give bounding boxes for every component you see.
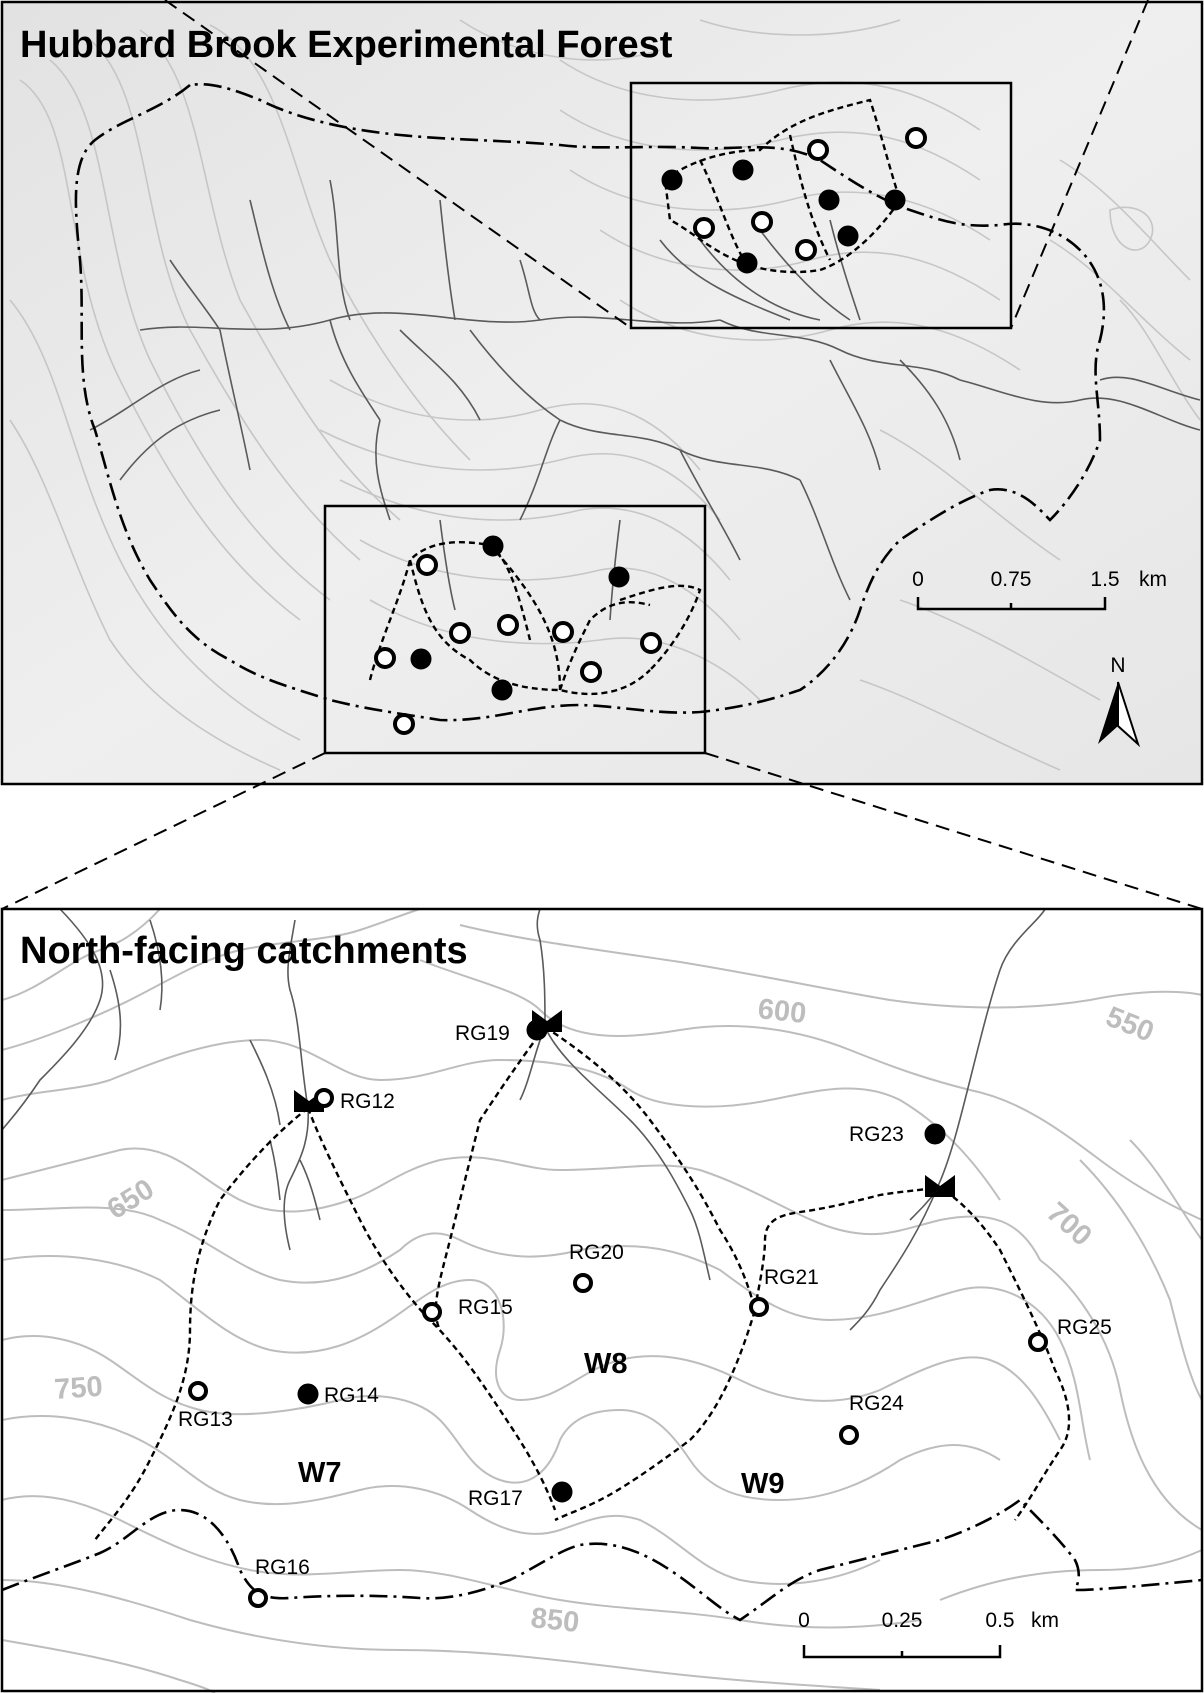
- overview-gauge-filled: [608, 566, 630, 588]
- detail-forest-boundary: [1, 1498, 1203, 1622]
- overview-gauge-filled: [818, 189, 840, 211]
- overview-scale-bar: 0 0.75 1.5 km: [912, 568, 1167, 611]
- rain-gauge-label-rg13: RG13: [178, 1408, 233, 1431]
- detail-streams: [1, 908, 1046, 1331]
- rain-gauge-label-rg12: RG12: [340, 1090, 395, 1113]
- watershed-labels: W7 W8 W9: [298, 1348, 785, 1500]
- overview-gauge-filled: [482, 535, 504, 557]
- overview-map-title: Hubbard Brook Experimental Forest: [20, 24, 673, 66]
- rain-gauge-rg21: [749, 1297, 769, 1317]
- overview-scale-tick-1: 0.75: [991, 568, 1032, 591]
- rain-gauge-rg25: [1028, 1332, 1048, 1352]
- rain-gauge-label-rg15: RG15: [458, 1296, 513, 1319]
- rain-gauge-label-rg20: RG20: [569, 1241, 624, 1264]
- rain-gauge-rg23: [924, 1123, 946, 1145]
- catchment-outline-w8: [434, 1025, 757, 1522]
- rain-gauge-label-rg24: RG24: [849, 1392, 904, 1415]
- overview-streams: [89, 179, 1201, 621]
- rain-gauge-rg17: [551, 1481, 573, 1503]
- overview-gauge-open: [449, 622, 471, 644]
- overview-map: 0 0.75 1.5 km N Hubbard Brook Experiment…: [0, 0, 1204, 786]
- detail-map: RG12 RG13 RG14 RG15 RG16 RG17 RG19 RG20 …: [0, 907, 1204, 1693]
- watershed-label-w9: W9: [741, 1468, 785, 1500]
- detail-contours: [1, 908, 1203, 1693]
- rain-gauge-label-rg19: RG19: [455, 1022, 510, 1045]
- north-arrow: N: [1098, 654, 1141, 748]
- overview-forest-boundary: [74, 83, 1106, 722]
- south-catchments-extent-box: [323, 504, 707, 755]
- overview-gauge-open: [795, 239, 817, 261]
- overview-gauge-filled: [884, 189, 906, 211]
- overview-gauge-filled: [732, 159, 754, 181]
- overview-scale-unit: km: [1139, 568, 1167, 591]
- rain-gauge-label-rg17: RG17: [468, 1487, 523, 1510]
- overview-gauges-south: [374, 535, 662, 735]
- rain-gauge-label-rg23: RG23: [849, 1123, 904, 1146]
- detail-map-frame: [0, 907, 1204, 1693]
- zoom-connector-lines: [1, 0, 1203, 910]
- catchment-outline-w9: [753, 1184, 1071, 1521]
- watershed-label-w8: W8: [584, 1348, 628, 1380]
- overview-gauge-open: [416, 554, 438, 576]
- overview-scale-tick-2: 1.5: [1090, 568, 1119, 591]
- overview-gauge-open: [905, 127, 927, 149]
- overview-gauge-filled: [410, 648, 432, 670]
- detail-scale-bar: 0 0.25 0.5 km: [798, 1609, 1059, 1659]
- north-catchments-extent-box: [629, 81, 1013, 330]
- overview-gauges-north: [661, 127, 927, 274]
- north-arrow-label: N: [1110, 654, 1125, 677]
- overview-gauge-open: [393, 713, 415, 735]
- rain-gauge-rg24: [839, 1425, 859, 1445]
- overview-gauge-filled: [661, 169, 683, 191]
- watershed-label-w7: W7: [298, 1457, 342, 1489]
- contour-label-600: 600: [756, 993, 807, 1030]
- overview-gauge-open: [497, 614, 519, 636]
- overview-gauge-open: [751, 211, 773, 233]
- rain-gauge-rg16: [248, 1588, 268, 1608]
- rain-gauge-label-rg21: RG21: [764, 1266, 819, 1289]
- detail-map-title: North-facing catchments: [20, 930, 468, 972]
- rain-gauge-rg13: [188, 1381, 208, 1401]
- overview-gauge-open: [374, 647, 396, 669]
- rain-gauge-rg14: [297, 1383, 319, 1405]
- detail-scale-tick-1: 0.25: [882, 1609, 923, 1632]
- detail-scale-tick-0: 0: [798, 1609, 810, 1632]
- overview-gauge-open: [807, 139, 829, 161]
- overview-gauge-filled: [491, 679, 513, 701]
- overview-scale-tick-0: 0: [912, 568, 924, 591]
- rain-gauge-rg19: [526, 1019, 548, 1041]
- contour-label-750: 750: [53, 1371, 104, 1406]
- overview-gauge-open: [552, 621, 574, 643]
- overview-map-frame: [0, 0, 1204, 786]
- overview-gauge-filled: [837, 225, 859, 247]
- rain-gauge-rg20: [573, 1273, 593, 1293]
- overview-gauge-open: [580, 661, 602, 683]
- overview-gauge-open: [640, 632, 662, 654]
- detail-map-background: [2, 909, 1202, 1691]
- overview-gauge-filled: [736, 252, 758, 274]
- rain-gauge-label-rg14: RG14: [324, 1384, 379, 1407]
- overview-gauge-open: [693, 217, 715, 239]
- detail-scale-unit: km: [1031, 1609, 1059, 1632]
- rain-gauges: RG12 RG13 RG14 RG15 RG16 RG17 RG19 RG20 …: [178, 1019, 1112, 1608]
- detail-scale-tick-2: 0.5: [985, 1609, 1014, 1632]
- rain-gauge-label-rg16: RG16: [255, 1556, 310, 1579]
- rain-gauge-rg15: [422, 1302, 442, 1322]
- contour-label-850: 850: [529, 1602, 580, 1639]
- rain-gauge-label-rg25: RG25: [1057, 1316, 1112, 1339]
- relief-background: [2, 2, 1202, 784]
- rain-gauge-rg12: [314, 1088, 334, 1108]
